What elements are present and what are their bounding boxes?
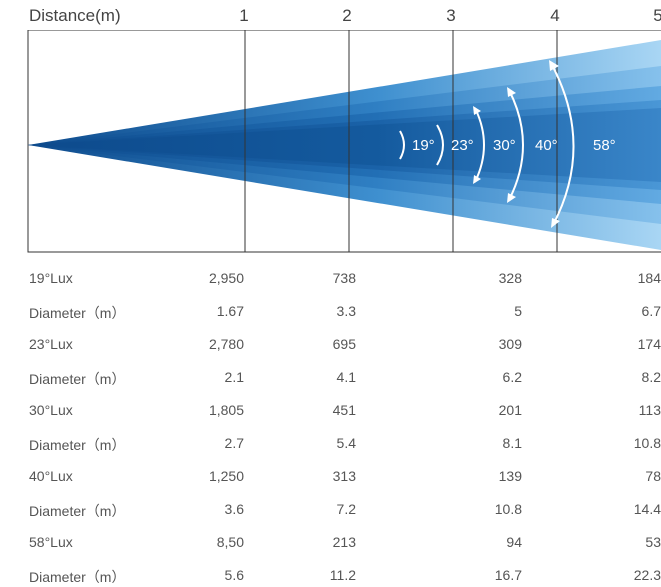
cell-2m: 3.3 xyxy=(336,303,356,319)
row-label: Diameter（m） xyxy=(29,371,126,387)
row-label: Diameter（m） xyxy=(29,305,126,321)
cell-1m: 8,50 xyxy=(216,534,244,550)
cell-1m: 5.6 xyxy=(224,567,244,583)
distance-tick-1: 1 xyxy=(239,6,249,25)
beam-angle-diagram: 19° 23° 30° 40° 58° xyxy=(27,30,661,253)
table-row: 19°Lux 2,950 738 328 184 xyxy=(0,267,661,289)
cell-2m: 213 xyxy=(332,534,356,550)
cell-3m: 16.7 xyxy=(494,567,522,583)
arc-arrowheads xyxy=(473,60,560,228)
cell-3m: 8.1 xyxy=(502,435,522,451)
beam-19-cone xyxy=(28,108,661,182)
table-row: 30°Lux 1,805 451 201 113 xyxy=(0,399,661,421)
cell-1m: 1,250 xyxy=(208,468,244,484)
table-row: Diameter（m） 1.67 3.3 5 6.7 xyxy=(0,300,661,322)
angle-label-40: 40° xyxy=(535,137,558,154)
table-row: 40°Lux 1,250 313 139 78 xyxy=(0,465,661,487)
cell-1m: 2,950 xyxy=(208,270,244,286)
row-label: 30°Lux xyxy=(29,402,73,418)
angle-label-23: 23° xyxy=(451,137,474,154)
cell-4m: 8.2 xyxy=(641,369,661,385)
arc-23 xyxy=(436,124,444,166)
cell-1m: 1,805 xyxy=(208,402,244,418)
cell-2m: 5.4 xyxy=(336,435,356,451)
cell-3m: 309 xyxy=(498,336,522,352)
cell-2m: 451 xyxy=(332,402,356,418)
table-row: 23°Lux 2,780 695 309 174 xyxy=(0,333,661,355)
cell-3m: 5 xyxy=(514,303,522,319)
cell-2m: 4.1 xyxy=(336,369,356,385)
distance-axis-title: Distance(m) xyxy=(29,6,121,25)
arc-30 xyxy=(474,107,485,183)
table-row: Diameter（m） 2.1 4.1 6.2 8.2 xyxy=(0,366,661,388)
cell-4m: 113 xyxy=(638,402,661,418)
cell-4m: 184 xyxy=(637,270,661,286)
cell-1m: 2.1 xyxy=(224,369,244,385)
cell-1m: 2,780 xyxy=(208,336,244,352)
angle-label-19: 19° xyxy=(412,137,435,154)
cell-3m: 328 xyxy=(498,270,522,286)
angle-label-58: 58° xyxy=(593,137,616,154)
cell-2m: 313 xyxy=(332,468,356,484)
cell-4m: 6.7 xyxy=(641,303,661,319)
arc-19 xyxy=(399,130,405,160)
distance-tick-2: 2 xyxy=(342,6,352,25)
row-label: 19°Lux xyxy=(29,270,73,286)
cell-3m: 6.2 xyxy=(502,369,522,385)
cell-4m: 10.8 xyxy=(633,435,661,451)
row-label: Diameter（m） xyxy=(29,437,126,453)
arc-58 xyxy=(550,62,575,226)
table-row: 58°Lux 8,50 213 94 53 xyxy=(0,531,661,553)
cell-4m: 14.4 xyxy=(633,501,661,517)
row-label: Diameter（m） xyxy=(29,503,126,519)
cell-2m: 11.2 xyxy=(329,567,356,583)
table-row: Diameter（m） 5.6 11.2 16.7 22.3 xyxy=(0,564,661,586)
cell-3m: 201 xyxy=(498,402,522,418)
angle-arcs xyxy=(399,62,575,226)
cell-1m: 3.6 xyxy=(224,501,244,517)
cell-3m: 10.8 xyxy=(494,501,522,517)
cell-2m: 695 xyxy=(332,336,356,352)
table-row: Diameter（m） 2.7 5.4 8.1 10.8 xyxy=(0,432,661,454)
cell-4m: 22.3 xyxy=(633,567,661,583)
cell-4m: 78 xyxy=(645,468,661,484)
cell-2m: 7.2 xyxy=(336,501,356,517)
angle-label-30: 30° xyxy=(493,137,516,154)
cell-2m: 738 xyxy=(332,270,356,286)
diagram-frame xyxy=(27,30,661,253)
row-label: 40°Lux xyxy=(29,468,73,484)
cell-1m: 2.7 xyxy=(224,435,244,451)
cell-3m: 139 xyxy=(498,468,522,484)
cell-4m: 174 xyxy=(637,336,661,352)
table-row: Diameter（m） 3.6 7.2 10.8 14.4 xyxy=(0,498,661,520)
cell-1m: 1.67 xyxy=(216,303,244,319)
arc-40 xyxy=(508,89,524,201)
row-label: 58°Lux xyxy=(29,534,73,550)
row-label: Diameter（m） xyxy=(29,569,126,585)
distance-tick-5: 5 xyxy=(653,6,661,25)
cell-3m: 94 xyxy=(506,534,522,550)
distance-tick-3: 3 xyxy=(446,6,456,25)
row-label: 23°Lux xyxy=(29,336,73,352)
distance-header: Distance(m) 1 2 3 4 5 xyxy=(0,0,661,30)
cell-4m: 53 xyxy=(645,534,661,550)
distance-tick-4: 4 xyxy=(550,6,560,25)
